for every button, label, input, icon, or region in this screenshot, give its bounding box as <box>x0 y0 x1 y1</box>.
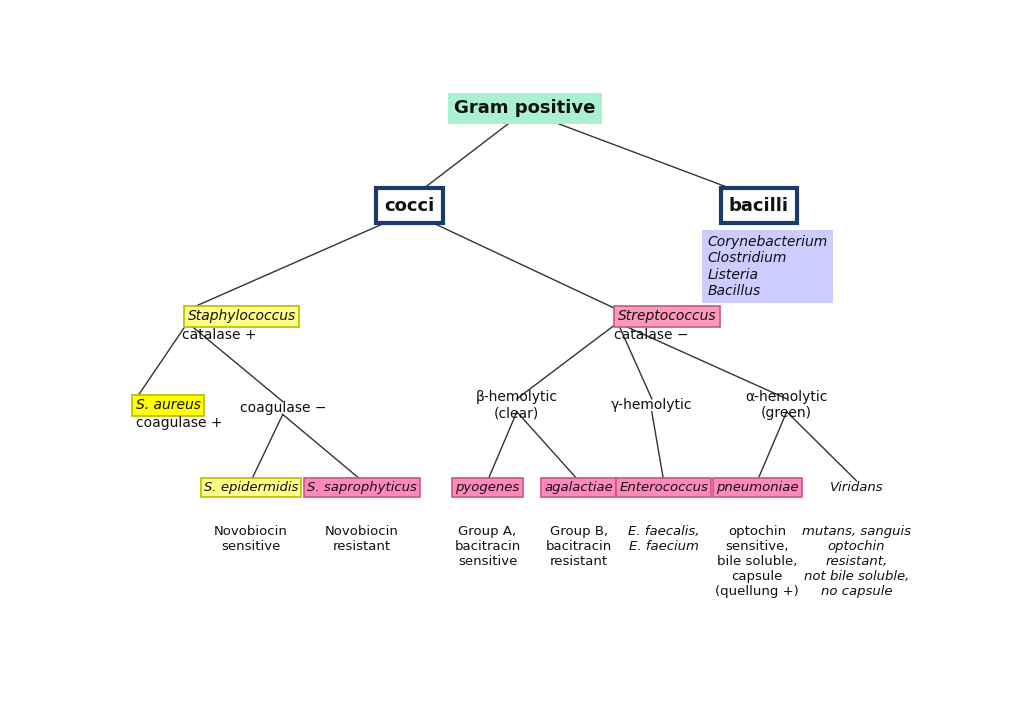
Text: coagulase −: coagulase − <box>240 401 326 415</box>
Text: E. faecalis,
E. faecium: E. faecalis, E. faecium <box>628 525 699 553</box>
Text: pyogenes: pyogenes <box>456 481 519 494</box>
Text: Viridans: Viridans <box>829 481 884 494</box>
Text: Group B,
bacitracin
resistant: Group B, bacitracin resistant <box>546 525 612 568</box>
Text: Corynebacterium
Clostridium
Listeria
Bacillus: Corynebacterium Clostridium Listeria Bac… <box>708 236 827 298</box>
Text: mutans, sanguis
optochin
resistant,
not bile soluble,
no capsule: mutans, sanguis optochin resistant, not … <box>802 525 911 598</box>
Text: pneumoniae: pneumoniae <box>716 481 799 494</box>
Text: Staphylococcus: Staphylococcus <box>187 309 296 323</box>
Text: Streptococcus: Streptococcus <box>617 309 716 323</box>
Text: α-hemolytic
(green): α-hemolytic (green) <box>745 390 827 421</box>
Text: Gram positive: Gram positive <box>454 100 596 117</box>
Text: γ-hemolytic: γ-hemolytic <box>611 398 692 412</box>
Text: cocci: cocci <box>385 196 435 215</box>
Text: S. aureus: S. aureus <box>136 398 201 412</box>
Text: catalase −: catalase − <box>613 328 688 342</box>
Text: coagulase +: coagulase + <box>136 416 222 430</box>
Text: agalactiae: agalactiae <box>545 481 613 494</box>
Text: S. epidermidis: S. epidermidis <box>204 481 298 494</box>
Text: Group A,
bacitracin
sensitive: Group A, bacitracin sensitive <box>455 525 520 568</box>
Text: β-hemolytic
(clear): β-hemolytic (clear) <box>476 390 558 421</box>
Text: Enterococcus: Enterococcus <box>620 481 709 494</box>
Text: Novobiocin
resistant: Novobiocin resistant <box>326 525 399 553</box>
Text: S. saprophyticus: S. saprophyticus <box>307 481 417 494</box>
Text: catalase +: catalase + <box>182 328 256 342</box>
Text: Novobiocin
sensitive: Novobiocin sensitive <box>214 525 288 553</box>
Text: optochin
sensitive,
bile soluble,
capsule
(quellung +): optochin sensitive, bile soluble, capsul… <box>716 525 799 598</box>
Text: bacilli: bacilli <box>729 196 788 215</box>
